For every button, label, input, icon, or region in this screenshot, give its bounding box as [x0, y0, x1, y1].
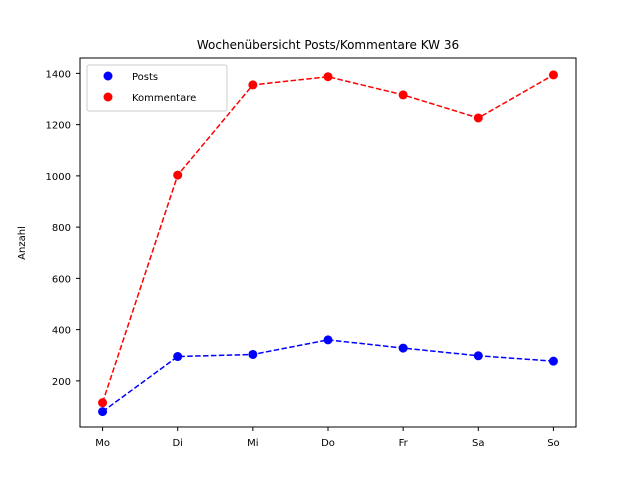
x-axis-ticks: Mo Di Mi Do Fr Sa So [95, 427, 560, 449]
legend-label-posts: Posts [132, 72, 158, 83]
x-tick-label: Di [172, 438, 182, 449]
data-point-kommentare [173, 170, 183, 180]
data-point-posts [548, 356, 558, 366]
series-layer [98, 70, 558, 417]
series-posts [98, 335, 558, 417]
legend: Posts Kommentare [86, 64, 228, 112]
data-point-kommentare [473, 113, 483, 123]
data-point-posts [473, 351, 483, 361]
x-tick-label: Mi [247, 438, 258, 449]
y-tick-label: 400 [52, 326, 71, 337]
legend-marker-kommentare [103, 92, 113, 102]
x-tick-label: Fr [399, 438, 409, 449]
y-tick-label: 600 [52, 274, 71, 285]
data-point-posts [248, 349, 258, 359]
data-point-kommentare [398, 90, 408, 100]
x-tick-label: So [547, 438, 559, 449]
data-point-kommentare [323, 72, 333, 82]
legend-box [86, 64, 228, 112]
y-tick-label: 1000 [46, 172, 71, 183]
y-axis-ticks: 200 400 600 800 1000 1200 1400 [46, 69, 80, 388]
x-tick-label: Sa [472, 438, 484, 449]
series-kommentare [98, 70, 558, 408]
data-point-posts [323, 335, 333, 345]
y-tick-label: 1400 [46, 69, 71, 80]
data-point-posts [398, 343, 408, 353]
y-axis-label: Anzahl [17, 226, 28, 260]
x-tick-label: Do [321, 438, 335, 449]
x-tick-label: Mo [95, 438, 110, 449]
y-tick-label: 800 [52, 223, 71, 234]
plot-frame [79, 57, 577, 428]
data-point-posts [173, 352, 183, 362]
legend-marker-posts [103, 71, 113, 81]
data-point-posts [98, 407, 108, 417]
y-tick-label: 1200 [46, 121, 71, 132]
data-point-kommentare [248, 80, 258, 90]
data-point-kommentare [98, 398, 108, 408]
y-tick-label: 200 [52, 377, 71, 388]
chart-title: Wochenübersicht Posts/Kommentare KW 36 [197, 38, 459, 52]
data-point-kommentare [548, 70, 558, 80]
legend-label-kommentare: Kommentare [132, 93, 196, 104]
